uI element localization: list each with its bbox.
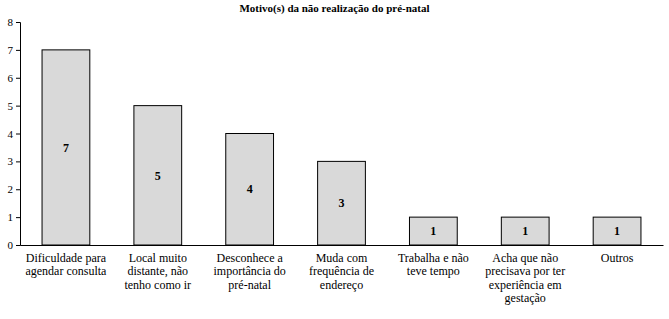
y-tick: 7	[8, 44, 21, 56]
plot: 0 1 2 3 4 5 6 7 8 Dificuldade paraagendar consult…	[8, 16, 664, 305]
y-tick-mark	[16, 22, 20, 23]
x-tick: Outros	[601, 245, 634, 265]
y-tick: 3	[8, 155, 21, 167]
x-tick: Acha que nãoprecisava por terexperiência…	[485, 245, 565, 305]
y-tick-label: 1	[8, 211, 14, 223]
x-tick-label: Trabalha e nãoteve tempo	[398, 251, 469, 278]
y-tick-mark	[16, 245, 20, 246]
data-label: 1	[522, 224, 528, 238]
y-axis-line	[16, 23, 21, 246]
data-label: 1	[614, 224, 620, 238]
x-tick: Muda comfrequência deendereço	[309, 245, 374, 292]
y-tick: 2	[8, 183, 21, 195]
bars	[42, 50, 641, 245]
bar	[42, 50, 90, 245]
y-tick-mark	[16, 217, 20, 218]
bar	[226, 134, 274, 246]
x-tick: Desconhece aimportância dopré-natal	[213, 245, 285, 292]
y-tick-mark	[16, 106, 20, 107]
bar	[501, 217, 549, 245]
y-tick-label: 5	[8, 100, 14, 112]
y-tick: 5	[8, 100, 21, 112]
y-tick: 6	[8, 72, 21, 84]
bar	[318, 161, 366, 245]
x-tick-label: Acha que nãoprecisava por terexperiência…	[485, 251, 565, 305]
x-tick: Local muitodistante, nãotenho como ir	[124, 245, 191, 292]
y-tick: 1	[8, 211, 21, 223]
y-tick-label: 6	[8, 72, 14, 84]
y-tick: 8	[8, 16, 21, 28]
x-tick-label: Desconhece aimportância dopré-natal	[213, 251, 285, 292]
y-tick-mark	[16, 134, 20, 135]
bar	[409, 217, 457, 245]
data-label: 5	[155, 169, 161, 183]
y-tick-label: 0	[8, 239, 14, 251]
y-tick-mark	[16, 189, 20, 190]
bar	[593, 217, 641, 245]
y-tick: 4	[8, 128, 21, 140]
chart: Motivo(s) da não realização do pré-natal…	[0, 0, 669, 319]
data-label: 4	[247, 182, 253, 196]
y-tick-label: 4	[8, 128, 14, 140]
bar	[134, 106, 182, 245]
y-tick-mark	[16, 161, 20, 162]
x-tick: Trabalha e nãoteve tempo	[398, 245, 469, 278]
chart-title: Motivo(s) da não realização do pré-natal	[239, 2, 429, 15]
y-tick-label: 7	[8, 44, 14, 56]
y-tick: 0	[8, 239, 21, 251]
x-tick-label: Outros	[601, 251, 634, 265]
y-tick-label: 3	[8, 155, 14, 167]
y-tick-mark	[16, 50, 20, 51]
data-label: 7	[63, 141, 69, 155]
x-tick-label: Dificuldade paraagendar consulta	[25, 251, 107, 278]
x-tick-label: Local muitodistante, nãotenho como ir	[124, 251, 191, 292]
x-axis: Dificuldade paraagendar consulta Local mu…	[21, 245, 664, 305]
y-tick-label: 2	[8, 183, 14, 195]
data-labels: 7 5 4 3 1 1 1	[63, 141, 620, 239]
x-tick-label: Muda comfrequência deendereço	[309, 251, 374, 292]
x-tick: Dificuldade paraagendar consulta	[25, 245, 107, 278]
data-label: 3	[339, 196, 345, 210]
y-tick-label: 8	[8, 16, 14, 28]
y-tick-mark	[16, 78, 20, 79]
y-axis: 0 1 2 3 4 5 6 7 8	[8, 16, 21, 251]
data-label: 1	[430, 224, 436, 238]
x-axis-line	[21, 245, 664, 246]
